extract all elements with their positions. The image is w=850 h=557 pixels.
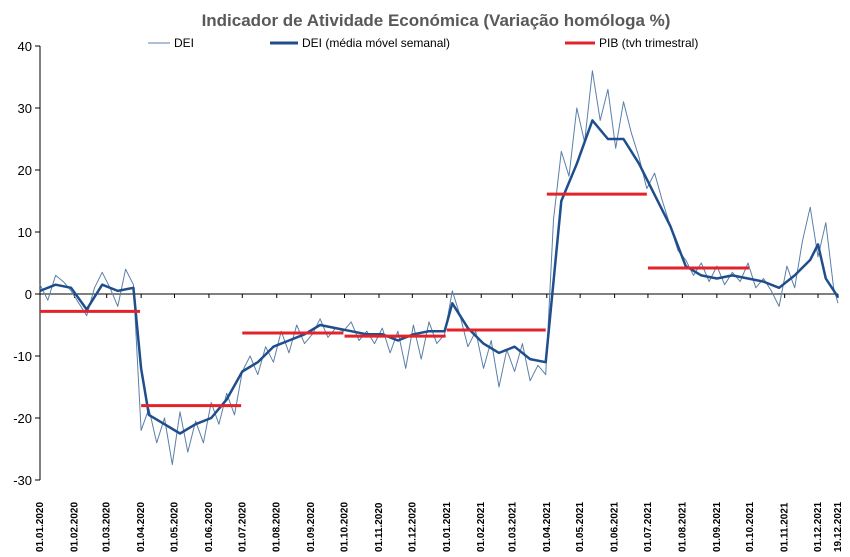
x-tick-label: 01.10.2021 — [745, 502, 756, 552]
x-tick-label: 01.01.2021 — [442, 502, 453, 552]
x-tick-label: 01.07.2020 — [237, 502, 248, 552]
x-tick-label: 01.09.2020 — [306, 502, 317, 552]
y-tick-label: 10 — [18, 225, 32, 240]
y-tick-label: 20 — [18, 163, 32, 178]
x-tick-label: 01.04.2020 — [136, 502, 147, 552]
x-tick-label: 01.11.2020 — [374, 502, 385, 552]
x-tick-label: 01.08.2020 — [272, 502, 283, 552]
x-tick-label: 01.04.2021 — [542, 502, 553, 552]
plot-area — [39, 70, 840, 465]
legend-label-gdp: PIB (tvh trimestral) — [599, 36, 698, 50]
y-tick-label: -20 — [13, 411, 32, 426]
y-tick-label: -30 — [13, 473, 32, 488]
y-tick-label: 40 — [18, 39, 32, 54]
x-tick-label: 01.02.2021 — [476, 502, 487, 552]
series-line-dei-daily — [39, 70, 839, 465]
legend-label-weekly: DEI (média móvel semanal) — [302, 36, 450, 50]
x-tick-label: 01.05.2021 — [575, 502, 586, 552]
x-tick-label: 19.12.2021 — [833, 502, 844, 552]
x-tick-label: 01.02.2020 — [69, 502, 80, 552]
chart-title: Indicador de Atividade Económica (Variaç… — [202, 11, 671, 30]
y-tick-label: -10 — [13, 349, 32, 364]
legend: DEI DEI (média móvel semanal) PIB (tvh t… — [148, 36, 698, 50]
y-axis: -30 -20 -10 0 10 20 30 40 — [13, 39, 41, 488]
x-tick-label: 01.06.2021 — [610, 502, 621, 552]
x-tick-label: 01.11.2021 — [780, 502, 791, 552]
x-tick-label: 01.10.2020 — [340, 502, 351, 552]
x-tick-label: 01.07.2021 — [643, 502, 654, 552]
x-tick-label: 01.05.2020 — [169, 502, 180, 552]
legend-label-dei: DEI — [174, 36, 194, 50]
y-tick-label: 0 — [25, 287, 32, 302]
x-tick-label: 01.12.2020 — [407, 502, 418, 552]
x-tick-label: 01.06.2020 — [204, 502, 215, 552]
x-tick-label: 01.03.2021 — [507, 502, 518, 552]
x-tick-label: 01.01.2020 — [35, 502, 46, 552]
x-tick-label: 01.03.2020 — [102, 502, 113, 552]
y-tick-label: 30 — [18, 101, 32, 116]
series-line-dei-weekly — [39, 119, 840, 435]
x-tick-label: 01.09.2021 — [712, 502, 723, 552]
x-tick-label: 01.08.2021 — [677, 502, 688, 552]
x-axis: 01.01.2020 01.02.2020 01.03.2020 01.04.2020… — [35, 293, 844, 552]
x-tick-label: 01.12.2021 — [813, 502, 824, 552]
